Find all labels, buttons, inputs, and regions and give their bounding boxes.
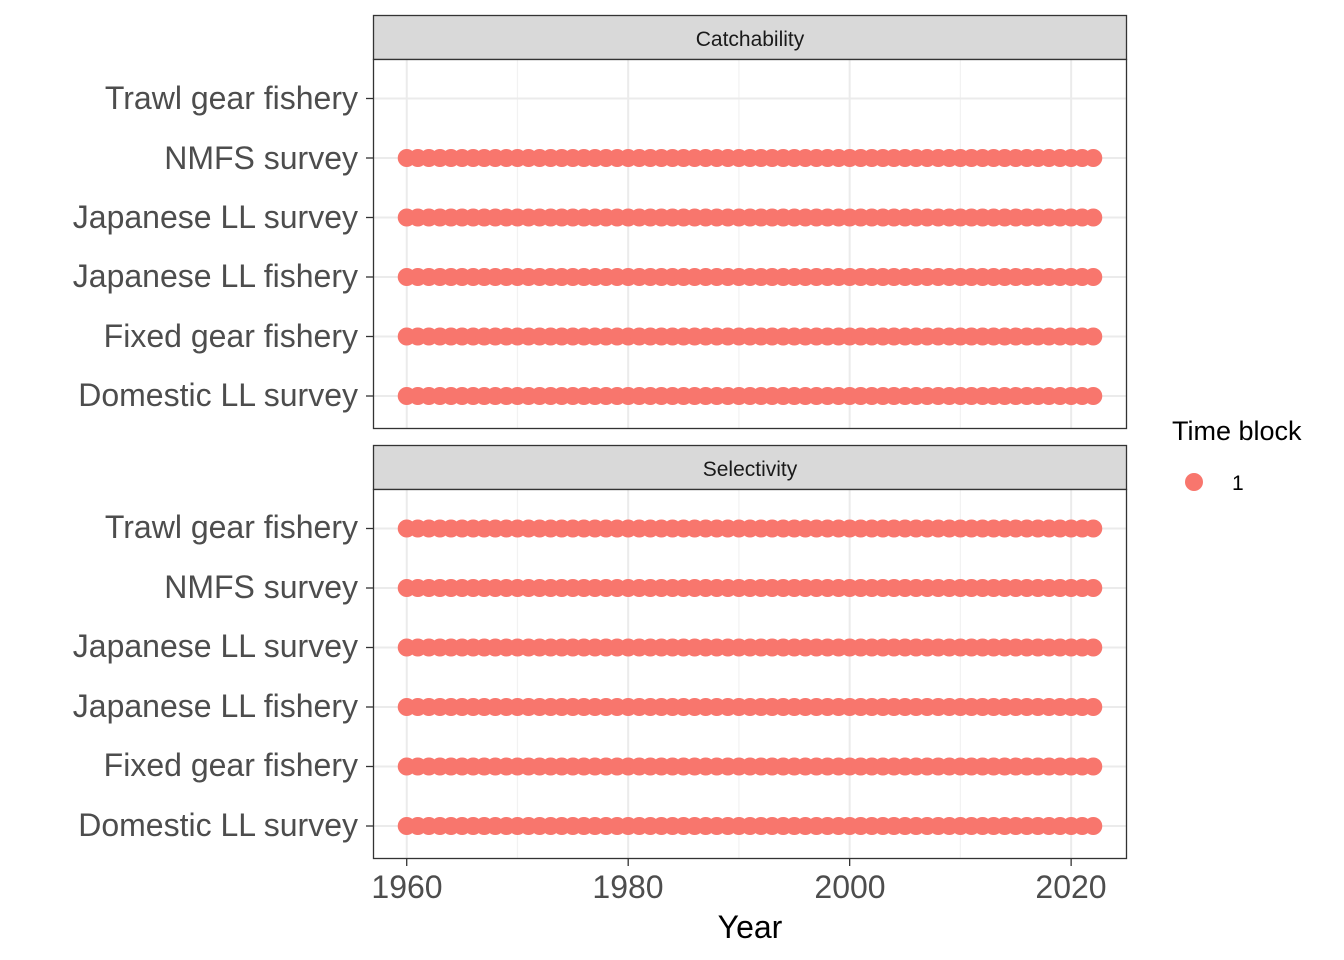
legend-key-dot bbox=[1185, 473, 1203, 491]
y-tick-label: NMFS survey bbox=[164, 569, 358, 605]
data-point bbox=[1084, 757, 1103, 776]
strip-label: Catchability bbox=[696, 28, 805, 51]
data-point bbox=[1084, 579, 1103, 597]
strip-background bbox=[372, 14, 1128, 61]
panel-catchability: Catchability Trawl gear fishery NMFS sur… bbox=[73, 14, 1128, 430]
strip-background bbox=[372, 444, 1128, 491]
legend-title: Time block bbox=[1172, 416, 1302, 446]
strip-label: Selectivity bbox=[703, 458, 798, 481]
data-point bbox=[1084, 519, 1103, 538]
y-tick-label: NMFS survey bbox=[164, 140, 358, 176]
data-point bbox=[1084, 817, 1103, 835]
data-point bbox=[1084, 698, 1103, 716]
y-axis: Trawl gear fishery NMFS survey Japanese … bbox=[73, 80, 374, 413]
y-tick-label: Fixed gear fishery bbox=[104, 318, 358, 354]
data-points bbox=[397, 519, 1103, 835]
data-point bbox=[1084, 149, 1103, 167]
y-tick-label: Fixed gear fishery bbox=[104, 747, 358, 783]
y-tick-label: Japanese LL survey bbox=[73, 628, 358, 664]
x-tick-label: 2000 bbox=[814, 869, 885, 905]
panel-border bbox=[372, 58, 1128, 430]
x-tick-label: 2020 bbox=[1035, 869, 1106, 905]
panel-background bbox=[373, 489, 1127, 859]
y-axis: Trawl gear fishery NMFS survey Japanese … bbox=[73, 509, 374, 843]
x-tick-label: 1960 bbox=[371, 869, 442, 905]
panel-background bbox=[373, 59, 1127, 429]
legend: Time block 1 bbox=[1172, 416, 1302, 495]
panel-border bbox=[372, 488, 1128, 860]
x-axis-title: Year bbox=[718, 909, 783, 945]
panel-selectivity: Selectivity Trawl gear fishery NMFS surv… bbox=[73, 444, 1128, 860]
y-tick-label: Trawl gear fishery bbox=[105, 509, 358, 545]
data-point bbox=[1084, 208, 1103, 227]
x-tick-label: 1980 bbox=[592, 869, 663, 905]
legend-label: 1 bbox=[1232, 472, 1244, 495]
x-axis: 1960 1980 2000 2020 bbox=[371, 858, 1107, 905]
y-tick-label: Japanese LL fishery bbox=[73, 258, 358, 294]
data-point bbox=[1084, 638, 1103, 657]
y-tick-label: Domestic LL survey bbox=[78, 807, 358, 843]
y-tick-label: Trawl gear fishery bbox=[105, 80, 358, 116]
data-point bbox=[1084, 387, 1103, 405]
y-tick-label: Domestic LL survey bbox=[78, 377, 358, 413]
data-points bbox=[397, 149, 1103, 405]
y-tick-label: Japanese LL survey bbox=[73, 199, 358, 235]
data-point bbox=[1084, 268, 1103, 286]
y-tick-label: Japanese LL fishery bbox=[73, 688, 358, 724]
data-point bbox=[1084, 327, 1103, 346]
